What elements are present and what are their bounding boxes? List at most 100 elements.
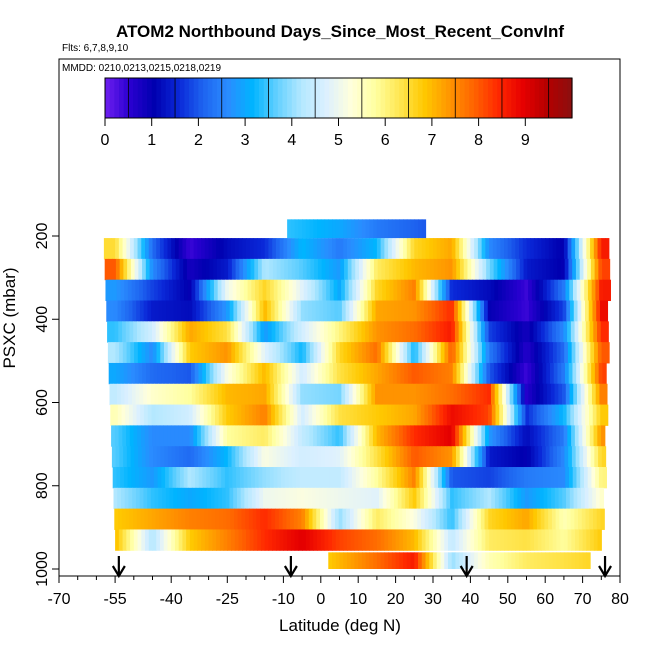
heatmap-cell xyxy=(361,219,367,239)
heatmap-cell xyxy=(560,446,566,468)
heatmap-cell xyxy=(566,300,571,322)
heatmap-cell xyxy=(498,383,503,406)
heatmap-cell xyxy=(303,383,309,406)
heatmap-cell xyxy=(403,238,408,260)
heatmap-cell xyxy=(517,404,523,426)
heatmap-cell xyxy=(486,258,491,281)
heatmap-cell xyxy=(158,404,164,426)
heatmap-cell xyxy=(546,279,552,302)
heatmap-cell xyxy=(455,238,460,260)
heatmap-cell xyxy=(552,425,557,447)
heatmap-cell xyxy=(518,425,524,447)
colorbar-segment xyxy=(548,78,554,118)
heatmap-cell xyxy=(163,238,169,260)
heatmap-cell xyxy=(298,529,303,551)
heatmap-cell xyxy=(191,467,196,489)
heatmap-cell xyxy=(294,219,299,239)
heatmap-cell xyxy=(566,508,572,530)
heatmap-cell xyxy=(140,508,145,530)
heatmap-cell xyxy=(336,258,341,281)
heatmap-cell xyxy=(595,487,601,510)
colorbar-segment xyxy=(277,78,284,118)
heatmap-cell xyxy=(438,383,443,406)
heatmap-cell xyxy=(514,508,519,530)
heatmap-cell xyxy=(196,321,202,343)
heatmap-cell xyxy=(116,383,122,406)
heatmap-cell xyxy=(317,238,322,260)
colorbar xyxy=(104,77,573,119)
colorbar-segment xyxy=(142,78,148,118)
heatmap-cell xyxy=(594,342,599,364)
heatmap-cell xyxy=(304,487,309,510)
heatmap-cell xyxy=(489,258,495,281)
heatmap-cell xyxy=(524,467,529,489)
heatmap-cell xyxy=(505,467,510,489)
heatmap-cell xyxy=(171,529,176,551)
x-tick-label: -25 xyxy=(216,591,239,608)
heatmap-cell xyxy=(394,404,399,426)
heatmap-cell xyxy=(347,446,352,468)
heatmap-cell xyxy=(248,508,254,530)
heatmap-cell xyxy=(138,258,143,281)
heatmap-cell xyxy=(395,425,400,447)
heatmap-cell xyxy=(372,425,378,447)
heatmap-cell xyxy=(436,529,442,551)
heatmap-cell xyxy=(445,258,450,281)
heatmap-cell xyxy=(372,321,377,343)
heatmap-cell xyxy=(247,362,252,385)
heatmap-cell xyxy=(581,300,586,322)
heatmap-cell xyxy=(447,425,453,447)
heatmap-cell xyxy=(410,552,415,569)
heatmap-cell xyxy=(136,300,141,322)
heatmap-cell xyxy=(384,342,389,364)
heatmap-cell xyxy=(400,279,406,302)
heatmap-cell xyxy=(306,446,311,468)
heatmap-cell xyxy=(359,362,364,385)
heatmap-cell xyxy=(305,508,310,530)
heatmap-cell xyxy=(364,300,369,322)
heatmap-cell xyxy=(230,508,235,530)
heatmap-cell xyxy=(490,383,496,406)
heatmap-cell xyxy=(402,404,407,426)
heatmap-cell xyxy=(237,321,243,343)
heatmap-cell xyxy=(295,467,301,489)
heatmap-cell xyxy=(498,487,504,510)
heatmap-cell xyxy=(342,508,347,530)
heatmap-cell xyxy=(392,342,397,364)
heatmap-cell xyxy=(225,487,231,510)
heatmap-cell xyxy=(297,508,302,530)
heatmap-cell xyxy=(352,279,357,302)
heatmap-cell xyxy=(176,383,182,406)
heatmap-cell xyxy=(406,529,412,551)
heatmap-cell xyxy=(357,508,362,530)
heatmap-cell xyxy=(597,321,602,343)
heatmap-cell xyxy=(570,404,575,426)
heatmap-cell xyxy=(447,508,452,530)
heatmap-cell xyxy=(353,508,358,530)
heatmap-cell xyxy=(420,300,425,322)
heatmap-cell xyxy=(528,487,533,510)
heatmap-cell xyxy=(448,342,453,364)
heatmap-cell xyxy=(372,404,377,426)
heatmap-cell xyxy=(437,362,443,385)
x-axis-label: Latitude (deg N) xyxy=(279,616,401,635)
heatmap-cell xyxy=(259,300,264,322)
heatmap-cell xyxy=(303,279,309,302)
heatmap-cell xyxy=(455,446,461,468)
colorbar-segment xyxy=(525,78,531,118)
heatmap-cell xyxy=(126,529,131,551)
heatmap-cell xyxy=(355,258,360,281)
heatmap-cell xyxy=(204,529,210,551)
heatmap-cell xyxy=(408,487,414,510)
heatmap-cell xyxy=(553,446,558,468)
heatmap-cell xyxy=(141,425,146,447)
heatmap-cell xyxy=(217,279,223,302)
heatmap-cell xyxy=(142,279,148,302)
heatmap-cell xyxy=(109,383,114,406)
heatmap-cell xyxy=(470,446,476,468)
heatmap-cell xyxy=(266,487,272,510)
heatmap-cell xyxy=(183,467,189,489)
heatmap-cell xyxy=(496,342,502,364)
heatmap-cell xyxy=(283,425,288,447)
heatmap-cell xyxy=(534,446,539,468)
